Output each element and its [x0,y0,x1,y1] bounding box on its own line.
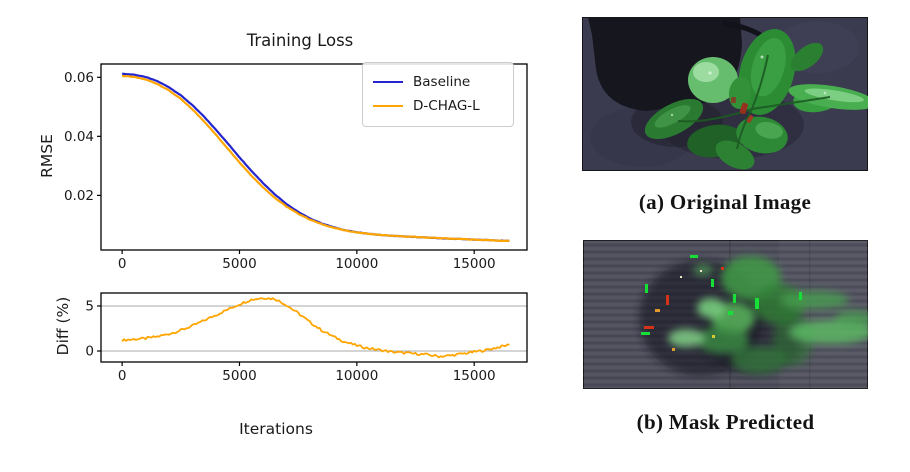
y-tick-label: 0.02 [64,188,94,204]
y-tick-label: 0.06 [64,70,94,86]
curve-diff [121,297,510,359]
chart-title: Training Loss [246,31,354,50]
x-tick-label: 0 [118,368,127,384]
caption-mask-predicted: (b) Mask Predicted [636,410,815,434]
legend-entry-dchagl: D-CHAG-L [373,94,503,118]
x-tick-label: 15000 [453,256,496,272]
original-image-photo [582,17,868,171]
y-tick-label: 0.04 [64,129,94,145]
x-tick-label: 0 [118,256,127,272]
x-tick-label: 5000 [222,368,256,384]
plot-frame [100,292,528,363]
dchagl-line-swatch [373,105,403,107]
training-loss-chart: 0 5000 10000 15000 0.02 0.04 0.06 0 5000 10000 150… [64,63,528,384]
curve-d-chag-l [122,74,510,242]
caption-original-image: (a) Original Image [638,190,812,214]
y-tick-label: 5 [85,298,94,314]
baseline-line-swatch [373,81,403,83]
x-tick-label: 15000 [453,368,496,384]
diff-axis-label: Diff (%) [54,296,72,356]
plot-frame [100,63,528,251]
y-tick-label: 0 [85,344,94,360]
x-tick-label: 10000 [335,368,378,384]
legend-label-dchagl: D-CHAG-L [413,98,480,114]
mask-predicted-photo [583,240,868,389]
x-tick-label: 5000 [222,256,256,272]
legend-entry-baseline: Baseline [373,70,503,94]
iterations-axis-label: Iterations [239,420,313,438]
x-tick-label: 10000 [335,256,378,272]
rmse-axis-label: RMSE [38,134,56,178]
mask-anomaly-dots [641,255,802,351]
legend-label-baseline: Baseline [413,74,471,90]
chart-legend: Baseline D-CHAG-L [362,62,514,127]
